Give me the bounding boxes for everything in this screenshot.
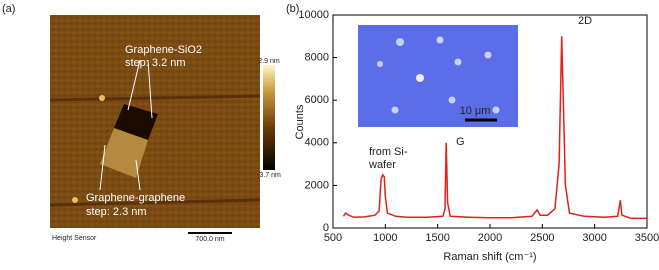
afm-overlap — [100, 128, 148, 178]
scale-bar-label: 700.0 nm — [195, 236, 224, 243]
inset-dot — [492, 106, 500, 114]
panel-label: (b) — [286, 3, 299, 15]
spectrum-line — [342, 36, 647, 220]
afm-particle — [72, 197, 78, 203]
inset-dot — [448, 96, 456, 104]
y-tick-label: 8000 — [305, 52, 329, 64]
annotation: G — [456, 136, 465, 148]
y-tick-label: 2000 — [305, 179, 329, 191]
pointer — [135, 159, 141, 191]
inset-dot — [454, 58, 462, 66]
colorbar — [263, 65, 275, 170]
x-tick-label: 3000 — [582, 232, 606, 244]
y-axis-label: Counts — [294, 104, 306, 139]
x-axis-label: Raman shift (cm⁻¹) — [443, 251, 536, 263]
afm-label: Graphene-SiO2 — [125, 44, 202, 56]
channel-label: Height Sensor — [52, 235, 97, 242]
afm-label: step: 3.2 nm — [125, 57, 186, 69]
inset-dot — [377, 61, 383, 67]
annotation: wafer — [368, 159, 396, 171]
x-tick-label: 3500 — [635, 232, 659, 244]
y-tick-label: 0 — [323, 222, 329, 234]
x-tick-label: 500 — [324, 232, 342, 244]
afm-label: step: 2.3 nm — [86, 206, 147, 218]
x-tick-label: 2000 — [478, 232, 502, 244]
afm-hole — [114, 104, 158, 140]
annotation: from Si- — [369, 146, 408, 158]
pointer — [127, 59, 141, 111]
afm-label: Graphene-graphene — [86, 192, 185, 204]
y-tick-label: 6000 — [305, 94, 329, 106]
panel-label: (a) — [2, 3, 15, 15]
afm-fold — [49, 198, 261, 207]
colorbar-min: -3.7 nm — [257, 172, 281, 179]
x-tick-label: 1500 — [425, 232, 449, 244]
inset-dot — [391, 106, 399, 114]
annotation: 2D — [578, 15, 592, 27]
inset-dot — [396, 38, 404, 46]
inset-dot — [436, 36, 444, 44]
y-tick-label: 10000 — [298, 9, 329, 21]
x-tick-label: 2500 — [530, 232, 554, 244]
pointer — [147, 59, 153, 119]
afm-fold — [49, 94, 261, 102]
inset-dot — [416, 74, 424, 82]
y-tick-label: 4000 — [305, 137, 329, 149]
colorbar-max: 2.9 nm — [258, 58, 280, 65]
pointer — [99, 144, 106, 191]
x-tick-label: 1000 — [373, 232, 397, 244]
inset: 10 μm — [358, 25, 518, 127]
afm-particle — [99, 95, 105, 101]
inset-dot — [484, 51, 492, 59]
inset-scale-label: 10 μm — [460, 105, 491, 117]
